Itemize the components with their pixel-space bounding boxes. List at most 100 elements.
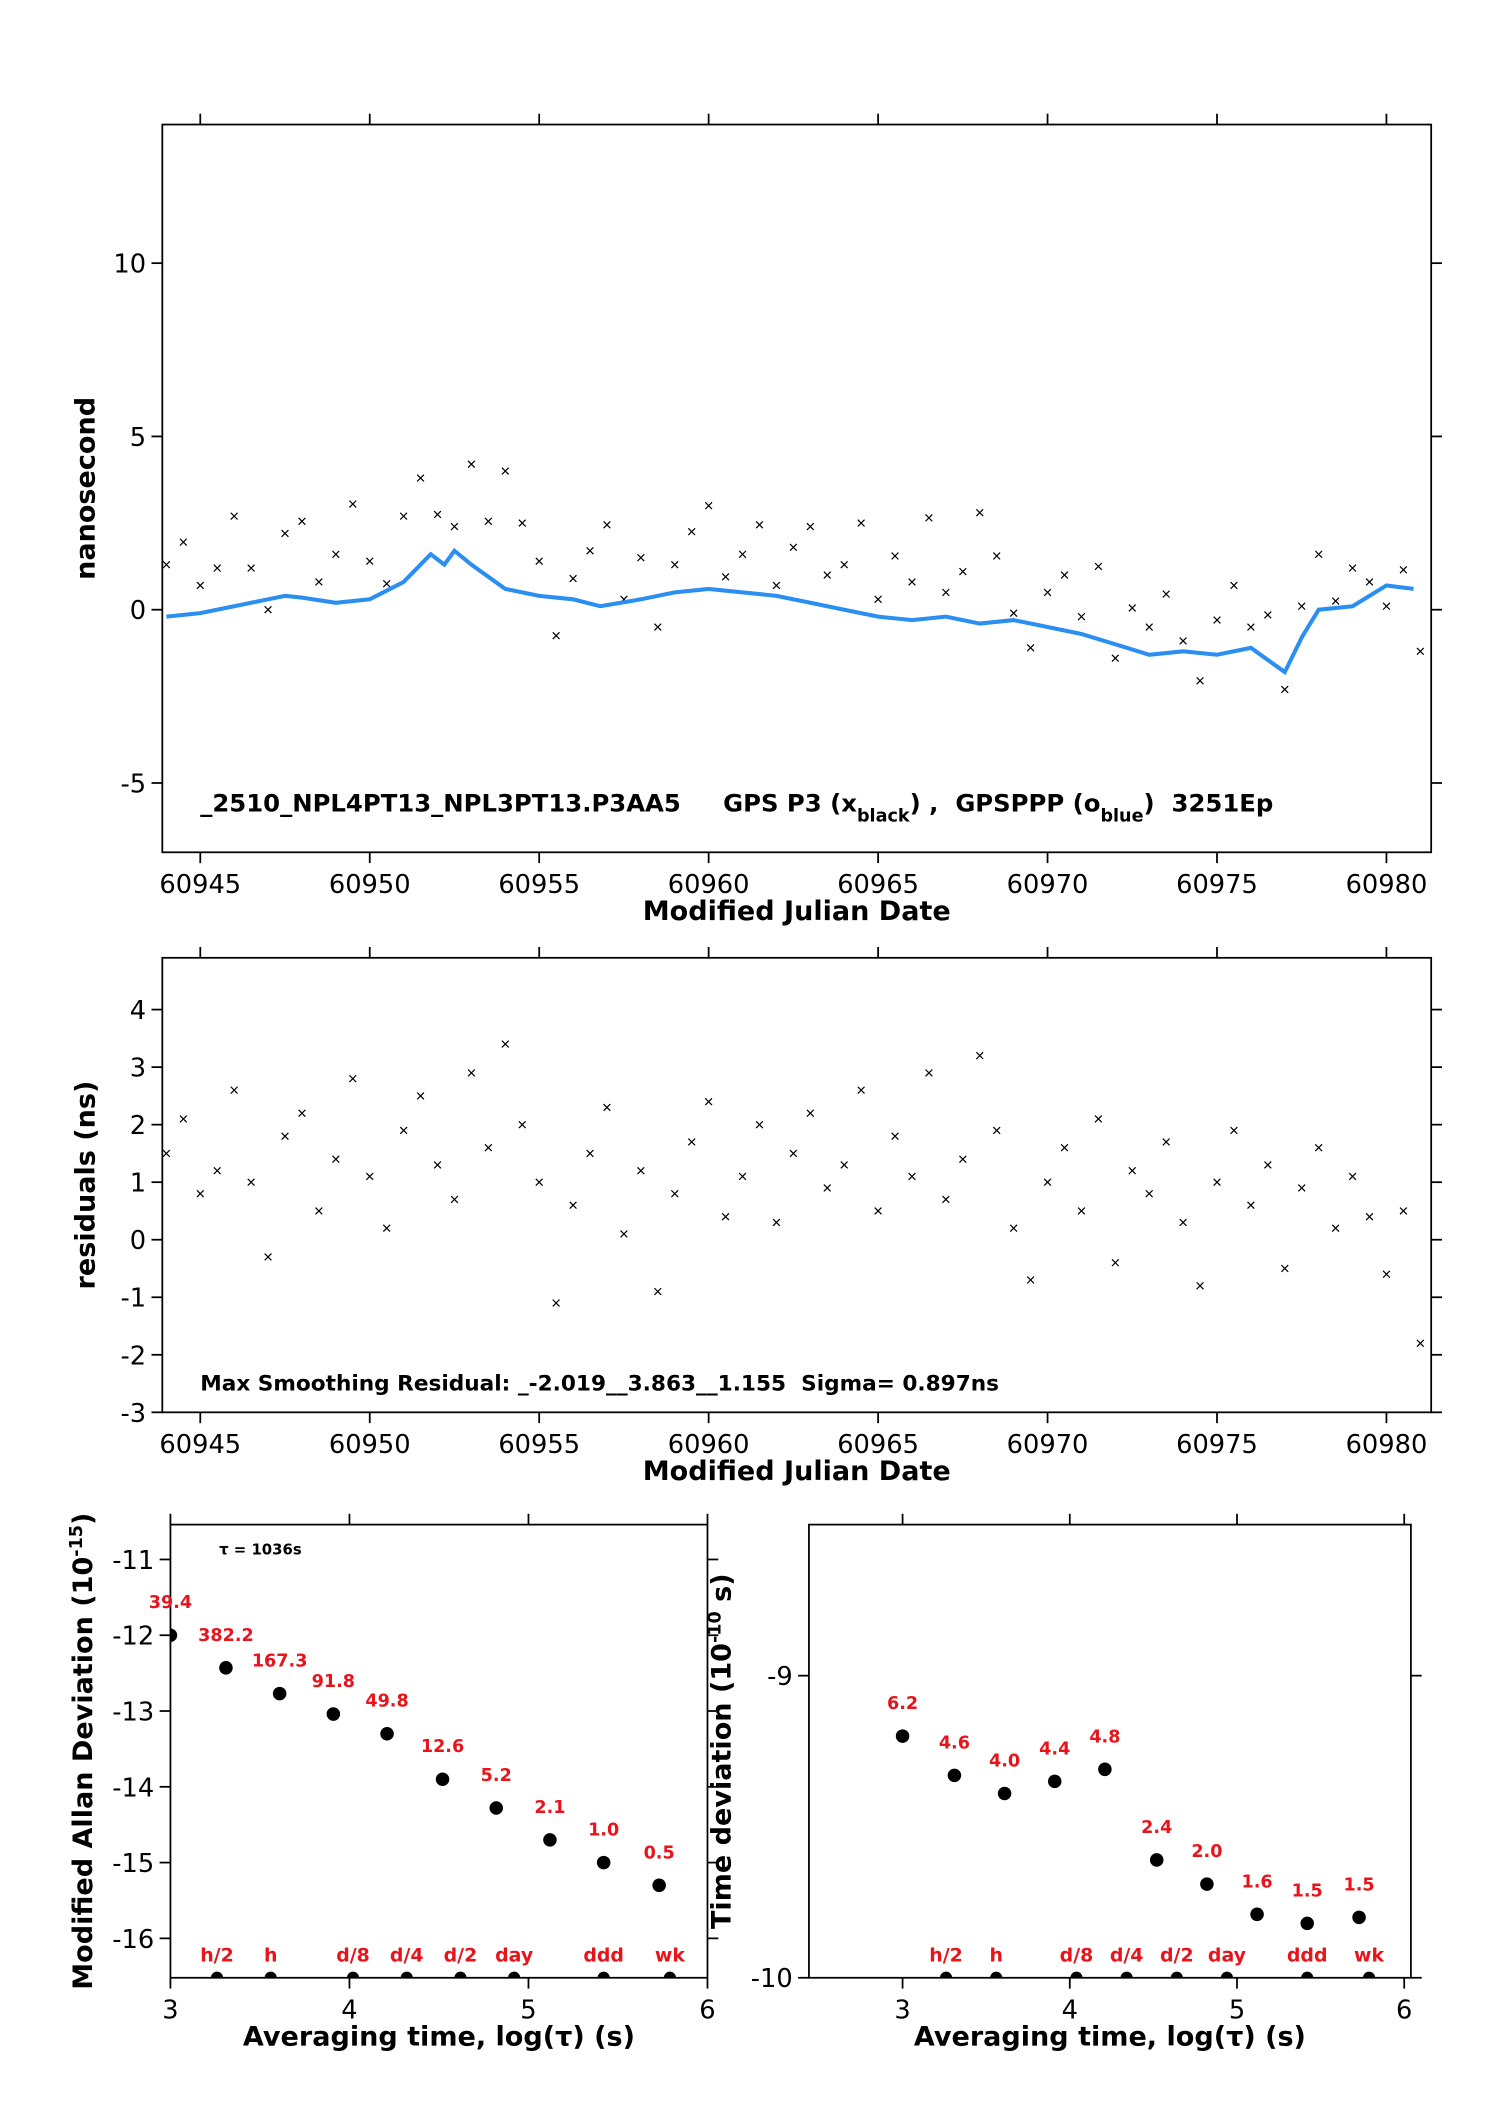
x-point	[1179, 637, 1187, 645]
x-tick-label: 60960	[668, 870, 750, 900]
ref-label: wk	[655, 1945, 685, 1967]
x-point	[908, 1172, 916, 1181]
point-label: 49.8	[365, 1692, 408, 1712]
ref-label: h/2	[200, 1945, 234, 1967]
x-point	[1247, 623, 1255, 631]
ref-marker	[597, 1971, 610, 1978]
y-tick-label: -15	[112, 1849, 154, 1879]
x-point	[653, 623, 662, 631]
y-tick-label: 1	[130, 1169, 146, 1199]
x-point	[942, 1195, 950, 1204]
x-tick-label: 6	[1396, 1995, 1412, 2025]
x-point	[772, 581, 781, 590]
x-point	[416, 474, 425, 482]
x-tick-label: 60975	[1176, 1430, 1258, 1460]
y-tick-label: 4	[130, 996, 146, 1026]
x-point	[1297, 602, 1306, 611]
x-tick-label: 60945	[159, 870, 241, 900]
dot-point	[1300, 1916, 1314, 1931]
annotation: Max Smoothing Residual: _-2.019__3.863__…	[200, 1372, 999, 1397]
dot-point	[1047, 1774, 1062, 1789]
ref-label: ddd	[583, 1945, 624, 1967]
x-point	[1416, 1339, 1425, 1348]
ref-marker	[1301, 1971, 1314, 1978]
plot-frame	[161, 123, 1433, 854]
x-tick-label: 4	[341, 1995, 357, 2025]
y-tick-label: -10	[751, 1964, 793, 1994]
x-point	[535, 1178, 544, 1187]
x-point	[315, 1207, 323, 1215]
annotation-part: ) 3251Ep	[1144, 789, 1274, 818]
ref-label: h	[264, 1945, 277, 1967]
smooth-line	[166, 547, 1414, 676]
ref-label: d/8	[336, 1945, 370, 1967]
x-point	[772, 1218, 781, 1227]
y-tick-label: -1	[120, 1284, 146, 1314]
x-point	[992, 1126, 1001, 1135]
x-point	[1348, 564, 1357, 572]
x-point	[1009, 609, 1018, 617]
plot-frame	[169, 1523, 709, 1979]
ref-marker	[939, 1971, 953, 1978]
ref-label: d/4	[390, 1945, 424, 1967]
x-point	[281, 1132, 289, 1140]
ref-label: day	[495, 1945, 533, 1967]
x-point	[416, 1092, 425, 1100]
x-point	[1009, 1224, 1018, 1233]
annotation: _2510_NPL4PT13_NPL3PT13.P3AA5 GPS P3 (xb…	[200, 789, 1273, 827]
x-point	[467, 1069, 476, 1077]
dot-point	[435, 1772, 450, 1786]
x-tick-label: 60955	[498, 1430, 580, 1460]
x-axis-label: Modified Julian Date	[643, 896, 951, 927]
x-point	[365, 557, 374, 566]
x-point	[670, 560, 679, 569]
x-point	[552, 631, 560, 640]
x-point	[1399, 566, 1408, 574]
ref-marker	[454, 1971, 467, 1978]
x-point	[196, 581, 205, 590]
dot-point	[1200, 1877, 1214, 1891]
x-point	[247, 1178, 255, 1187]
y-tick-label: 10	[113, 250, 146, 280]
y-label-part: )	[68, 1513, 99, 1525]
x-tick-label: 60945	[159, 1430, 241, 1460]
ref-marker	[1120, 1971, 1133, 1978]
x-tick-label: 60965	[837, 870, 919, 900]
point-label: 4.8	[1089, 1727, 1120, 1747]
dot-point	[489, 1801, 504, 1815]
y-label-sup: -15	[67, 1525, 87, 1557]
x-point	[484, 517, 493, 526]
ref-marker	[508, 1971, 521, 1978]
x-point	[620, 1230, 628, 1238]
dot-point	[596, 1855, 611, 1870]
x-point	[670, 1189, 679, 1198]
y-tick-label: 3	[130, 1054, 146, 1084]
x-tick-label: 60965	[837, 1430, 919, 1460]
x-point	[908, 578, 916, 586]
x-point	[1382, 1270, 1391, 1279]
annotation-part: ) , GPSPPP (o	[910, 789, 1101, 818]
x-point	[179, 1115, 188, 1123]
x-point	[586, 1149, 594, 1158]
x-tick-label: 60980	[1346, 870, 1428, 900]
x-point	[1094, 562, 1103, 571]
x-tick-label: 60970	[1007, 1430, 1089, 1460]
y-tick-label: 2	[130, 1111, 146, 1141]
y-tick-label: -16	[112, 1925, 154, 1955]
x-point	[925, 514, 933, 522]
x-point	[823, 571, 832, 579]
x-point	[874, 1207, 882, 1215]
x-point	[1416, 647, 1425, 656]
x-point	[1060, 1143, 1069, 1152]
plot-area	[162, 460, 1425, 694]
x-tick-label: 5	[520, 1995, 536, 2025]
y-tick-label: 0	[130, 596, 146, 626]
x-point	[382, 579, 391, 588]
y-label-part: Time deviation (10	[706, 1643, 737, 1929]
ref-label: d/2	[1160, 1945, 1194, 1967]
x-point	[1094, 1115, 1103, 1123]
panel: 3 4 5 6 -16 -15 -14 -13 -12 -11 Averaging time, lo…	[67, 1513, 719, 2052]
x-point	[1382, 602, 1391, 611]
